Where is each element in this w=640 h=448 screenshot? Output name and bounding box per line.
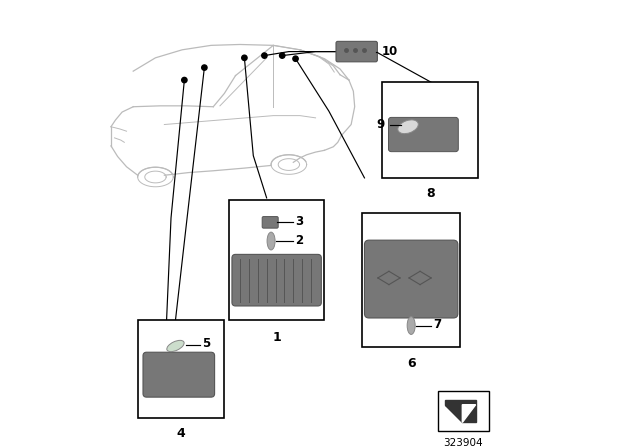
Circle shape [242, 55, 247, 60]
Ellipse shape [167, 340, 184, 352]
FancyBboxPatch shape [262, 216, 278, 228]
FancyBboxPatch shape [364, 240, 458, 318]
Polygon shape [445, 405, 476, 422]
Text: 5: 5 [202, 337, 211, 350]
Circle shape [293, 56, 298, 61]
Ellipse shape [407, 317, 415, 335]
Polygon shape [462, 405, 476, 422]
Bar [138, 320, 225, 418]
Text: 1: 1 [272, 331, 281, 344]
Bar [362, 213, 460, 347]
Text: 9: 9 [376, 118, 385, 131]
Text: 6: 6 [407, 358, 415, 370]
Text: 3: 3 [296, 215, 303, 228]
Text: 7: 7 [433, 318, 442, 331]
Text: 4: 4 [177, 427, 186, 440]
Bar [382, 82, 478, 178]
Text: 8: 8 [426, 187, 435, 200]
Circle shape [182, 78, 187, 83]
FancyBboxPatch shape [232, 254, 321, 306]
FancyBboxPatch shape [388, 117, 458, 152]
Circle shape [262, 53, 267, 58]
Circle shape [280, 53, 285, 58]
Text: 323904: 323904 [444, 438, 483, 448]
FancyBboxPatch shape [143, 352, 214, 397]
FancyBboxPatch shape [336, 41, 378, 62]
Bar [229, 200, 324, 320]
Polygon shape [445, 400, 476, 405]
Ellipse shape [267, 232, 275, 250]
Bar [438, 392, 489, 431]
Text: 2: 2 [296, 234, 303, 247]
Text: 10: 10 [381, 45, 397, 58]
Ellipse shape [398, 120, 419, 134]
Circle shape [202, 65, 207, 70]
